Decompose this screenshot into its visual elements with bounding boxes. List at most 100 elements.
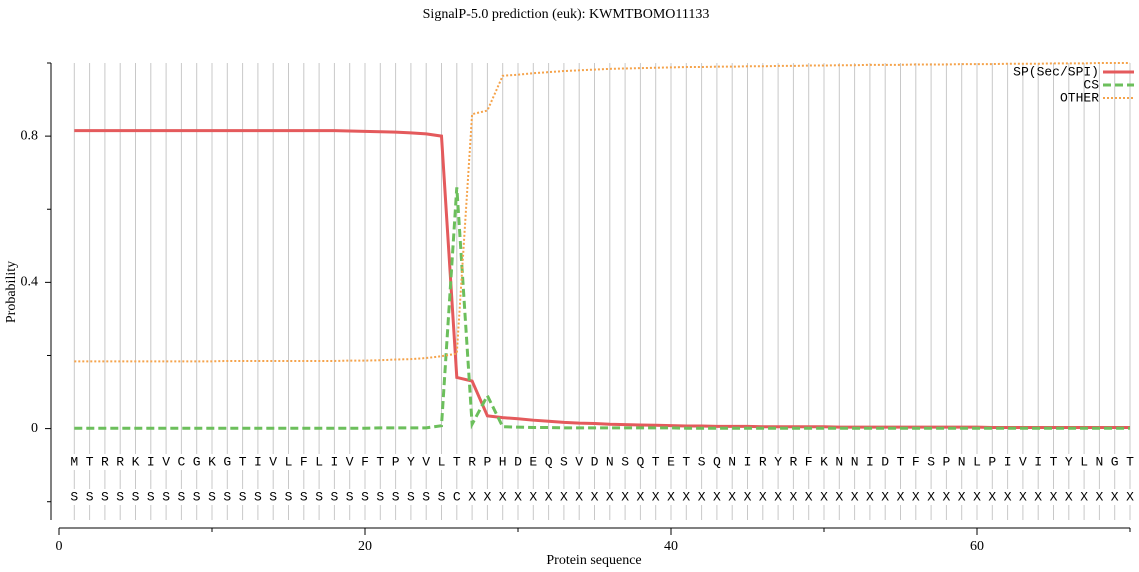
label-bg	[1033, 489, 1044, 505]
residue-label: X	[958, 489, 966, 504]
label-bg	[130, 489, 141, 505]
residue-label: X	[927, 489, 935, 504]
residue: T	[376, 454, 384, 469]
residue-bg	[528, 454, 539, 470]
x-axis-label: Protein sequence	[546, 553, 641, 568]
label-bg	[1048, 489, 1059, 505]
residue-bg	[834, 454, 845, 470]
residue-label: S	[193, 489, 201, 504]
residue-label: X	[942, 489, 950, 504]
residue-bg	[803, 454, 814, 470]
residue-label: S	[376, 489, 384, 504]
residue-label: S	[223, 489, 231, 504]
label-bg	[788, 489, 799, 505]
residue-bg	[880, 454, 891, 470]
residue: I	[330, 454, 338, 469]
residue-bg	[681, 454, 692, 470]
residue-label: X	[1095, 489, 1103, 504]
residue-bg	[360, 454, 370, 470]
residue-bg	[191, 454, 202, 470]
residue-bg	[1017, 454, 1028, 470]
residue-bg	[864, 454, 875, 470]
label-bg	[360, 489, 370, 505]
residue-label: X	[698, 489, 706, 504]
residue: F	[912, 454, 920, 469]
label-bg	[650, 489, 661, 505]
chart-title: SignalP-5.0 prediction (euk): KWMTBOMO11…	[423, 7, 710, 22]
residue: T	[1050, 454, 1058, 469]
residue-bg	[757, 454, 768, 470]
residue-label: X	[1019, 489, 1027, 504]
residue-bg	[405, 454, 416, 470]
residue-label: X	[1050, 489, 1058, 504]
residue: L	[973, 454, 981, 469]
residue: R	[468, 454, 476, 469]
residue-label: S	[407, 489, 415, 504]
residue: E	[529, 454, 537, 469]
label-bg	[558, 489, 569, 505]
residue-label: C	[453, 489, 461, 504]
residue-label: X	[468, 489, 476, 504]
residue-bg	[1002, 454, 1013, 470]
residue-bg	[696, 454, 707, 470]
residue-label: X	[636, 489, 644, 504]
label-bg	[405, 489, 416, 505]
residue-bg	[436, 454, 447, 470]
label-bg	[283, 489, 294, 505]
residue-label: X	[728, 489, 736, 504]
legend-label: OTHER	[1060, 90, 1099, 105]
residue: V	[422, 454, 430, 469]
label-bg	[497, 489, 508, 505]
residue-bg	[666, 454, 676, 470]
residue-bg	[635, 454, 646, 470]
residue-label: X	[897, 489, 905, 504]
residue: D	[591, 454, 599, 469]
residue: I	[1004, 454, 1012, 469]
residue-label: X	[514, 489, 522, 504]
residue-label: X	[682, 489, 690, 504]
residue-label: X	[545, 489, 553, 504]
residue-bg	[620, 454, 631, 470]
residue-bg	[283, 454, 294, 470]
residue: Q	[636, 454, 644, 469]
residue-bg	[268, 454, 279, 470]
residue-bg	[421, 454, 432, 470]
residue: V	[346, 454, 354, 469]
label-bg	[436, 489, 447, 505]
label-bg	[926, 489, 937, 505]
residue-label: X	[881, 489, 889, 504]
residue: Y	[774, 454, 782, 469]
residue-label: X	[1034, 489, 1042, 504]
residue: D	[514, 454, 522, 469]
series-line	[74, 62, 1130, 363]
residue-bg	[99, 454, 110, 470]
residue-label: S	[422, 489, 430, 504]
residue: Y	[407, 454, 415, 469]
residue-label: S	[330, 489, 338, 504]
legend-label: CS	[1083, 77, 1099, 92]
residue: S	[560, 454, 568, 469]
label-bg	[314, 489, 325, 505]
residue-label: X	[652, 489, 660, 504]
residue-bg	[497, 454, 508, 470]
residue-bg	[314, 454, 325, 470]
residue-bg	[84, 454, 95, 470]
residue-label: S	[162, 489, 170, 504]
label-bg	[99, 489, 110, 505]
label-bg	[329, 489, 340, 505]
label-bg	[115, 489, 126, 505]
y-tick-label: 0.8	[21, 128, 39, 143]
residue: Q	[713, 454, 721, 469]
residue-bg	[650, 454, 661, 470]
label-bg	[451, 489, 462, 505]
residue-label: X	[789, 489, 797, 504]
residue-bg	[819, 454, 829, 470]
residue-label: X	[575, 489, 583, 504]
label-bg	[298, 489, 309, 505]
residue-label: S	[361, 489, 369, 504]
residue: N	[606, 454, 614, 469]
residue-label: S	[438, 489, 446, 504]
residue: T	[86, 454, 94, 469]
residue-bg	[207, 454, 217, 470]
residue: R	[789, 454, 797, 469]
